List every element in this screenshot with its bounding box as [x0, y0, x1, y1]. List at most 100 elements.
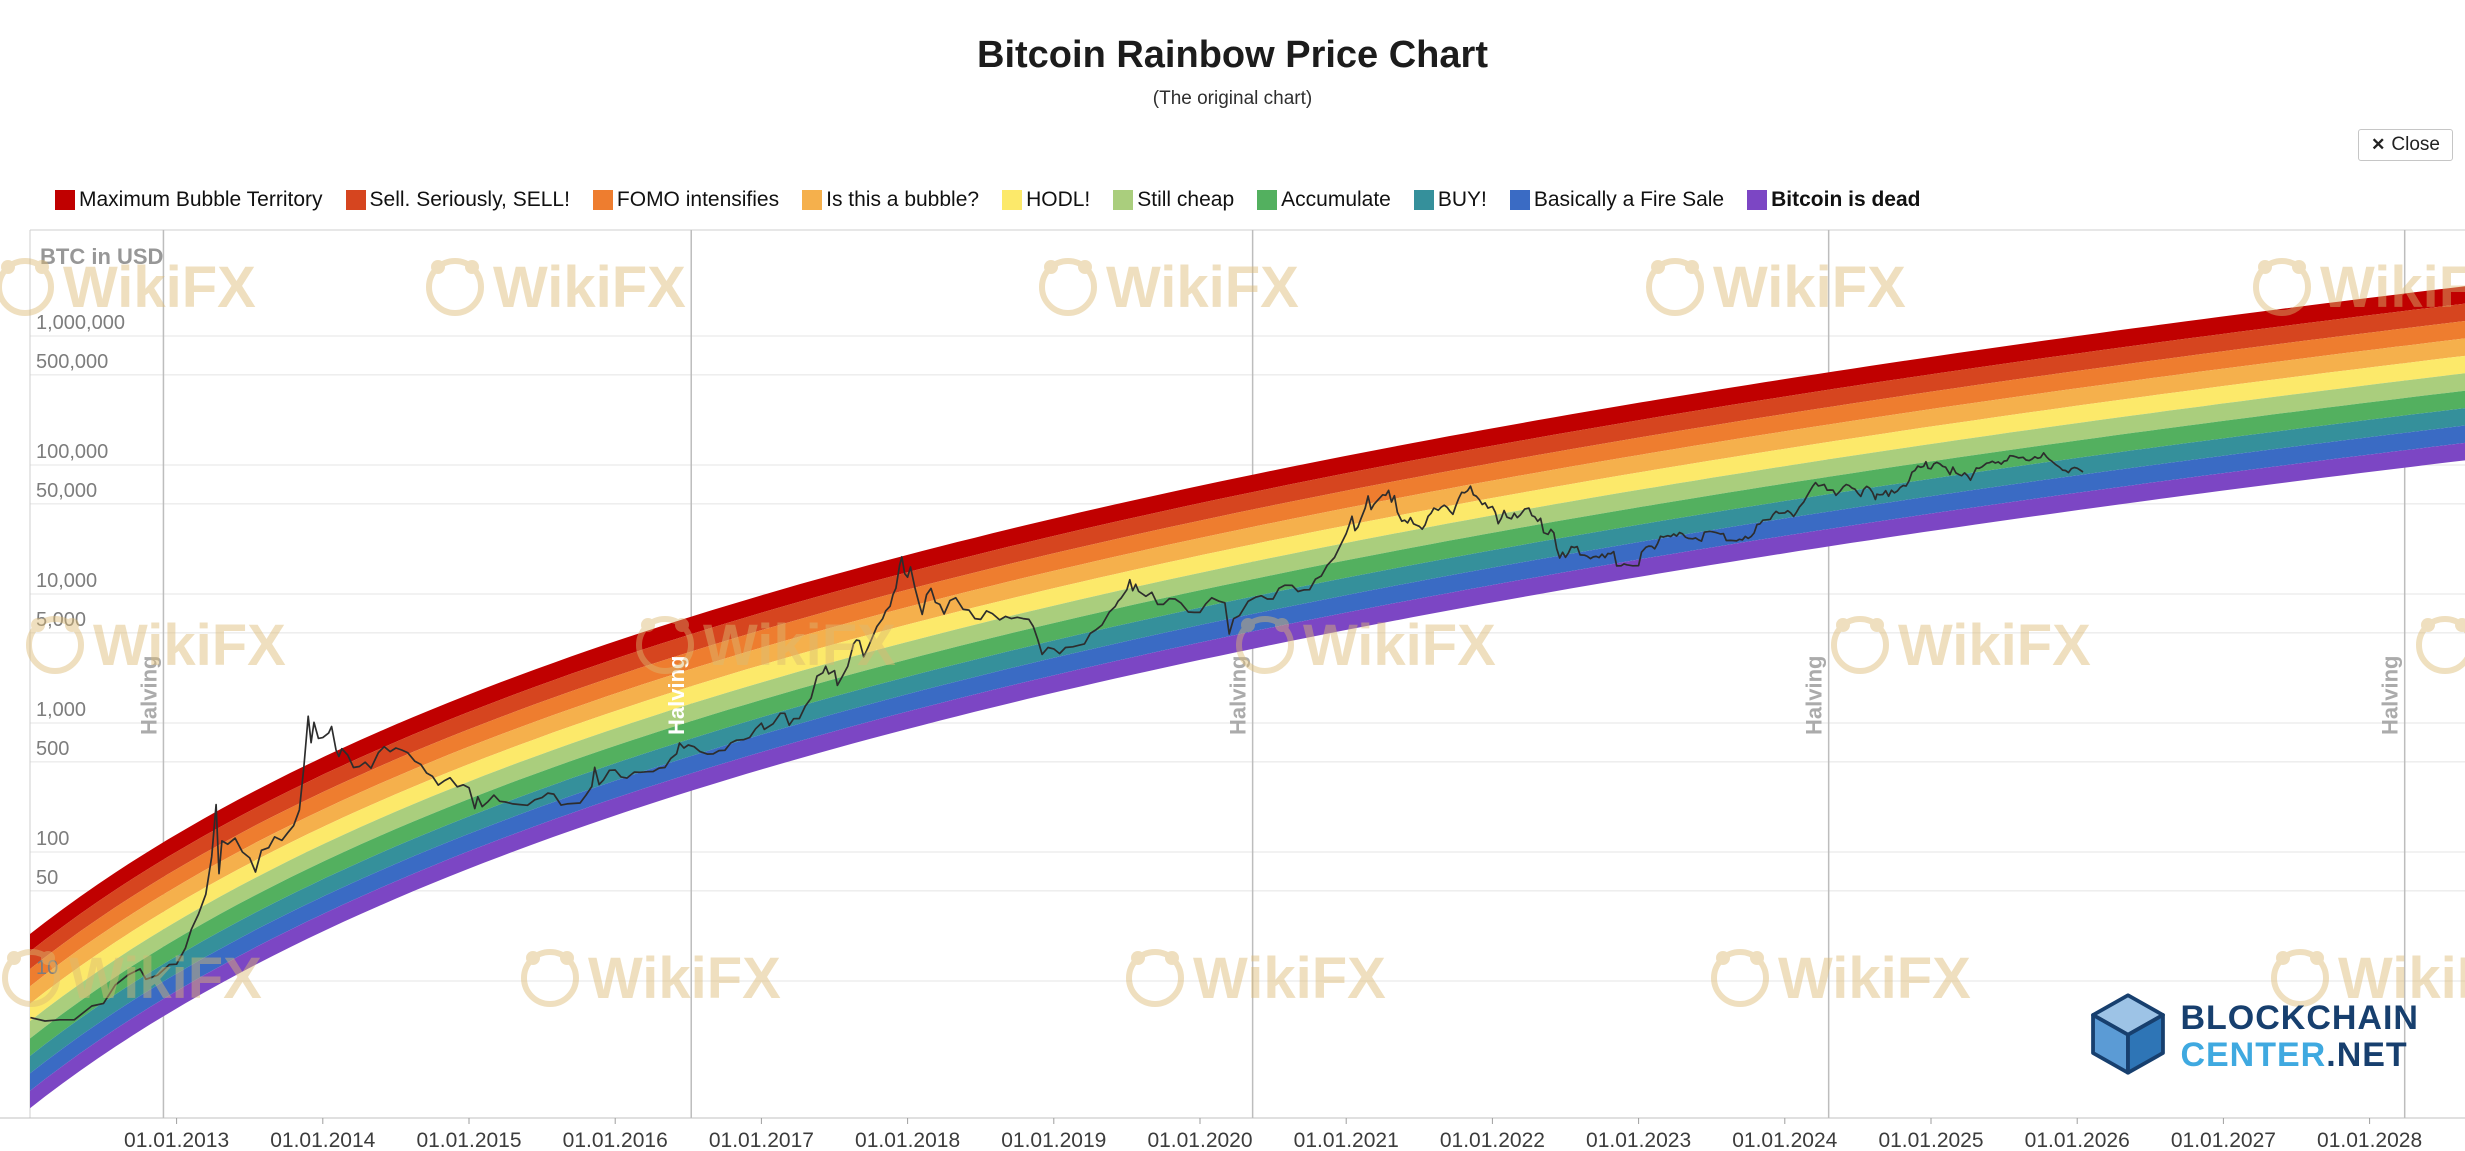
- x-axis-label: 01.01.2027: [2171, 1129, 2276, 1151]
- wikifx-watermark-text: WikiFX: [1778, 946, 1971, 1011]
- wikifx-watermark: WikiFX: [521, 946, 781, 1011]
- legend-swatch: [1509, 190, 1530, 210]
- wikifx-logo-icon: [426, 258, 484, 316]
- x-axis-label: 01.01.2013: [124, 1129, 229, 1151]
- wikifx-watermark: WikiFX: [2, 946, 262, 1011]
- x-axis-label: 01.01.2016: [563, 1129, 668, 1151]
- x-axis-label: 01.01.2021: [1294, 1129, 1399, 1151]
- y-axis-label: 500: [36, 738, 69, 760]
- y-axis-label: 500,000: [36, 351, 108, 373]
- y-axis-label: 100: [36, 828, 69, 850]
- wikifx-watermark: WikiFX: [2271, 946, 2465, 1011]
- chart-legend: Maximum Bubble Territory Sell. Seriously,…: [55, 188, 1920, 212]
- legend-label: Bitcoin is dead: [1771, 188, 1921, 211]
- legend-label: Maximum Bubble Territory: [79, 188, 323, 211]
- close-label: Close: [2391, 134, 2440, 155]
- wikifx-logo-icon: [1039, 258, 1097, 316]
- legend-item: FOMO intensifies: [592, 188, 779, 212]
- halving-label: Halving: [1226, 656, 1251, 735]
- y-axis-label: 50: [36, 867, 58, 889]
- logo-line1: BLOCKCHAIN: [2180, 998, 2419, 1037]
- wikifx-watermark-text: WikiFX: [1898, 613, 2091, 678]
- legend-swatch: [1413, 190, 1434, 210]
- page-title: Bitcoin Rainbow Price Chart: [977, 34, 1488, 76]
- wikifx-logo-icon: [2416, 616, 2465, 674]
- cube-icon: [2090, 992, 2166, 1081]
- wikifx-logo-icon: [2253, 258, 2311, 316]
- wikifx-logo-icon: [26, 616, 84, 674]
- legend-swatch: [1002, 190, 1023, 210]
- x-axis-label: 01.01.2024: [1732, 1129, 1837, 1151]
- halving-label: Halving: [136, 656, 161, 735]
- wikifx-watermark: WikiFX: [1831, 613, 2091, 678]
- x-axis-label: 01.01.2018: [855, 1129, 960, 1151]
- x-axis-label: 01.01.2019: [1001, 1129, 1106, 1151]
- wikifx-watermark-text: WikiFX: [588, 946, 781, 1011]
- y-axis-label: 10: [36, 957, 58, 979]
- y-axis-labels: 1,000,000 500,000 100,000 50,000 10,000 5,000…: [36, 312, 125, 979]
- wikifx-watermark: WikiFX: [1646, 255, 1906, 320]
- legend-label: Basically a Fire Sale: [1533, 188, 1725, 211]
- legend-swatch: [1747, 190, 1768, 210]
- halving-label: Halving: [664, 656, 689, 735]
- x-axis-label: 01.01.2017: [709, 1129, 814, 1151]
- wikifx-watermarks: WikiFX WikiFX WikiFX WikiFX WikiFX WikiFX Wiki…: [0, 255, 2465, 1011]
- legend-item: Accumulate: [1257, 188, 1391, 212]
- wikifx-watermark-text: WikiFX: [703, 613, 896, 678]
- x-axis-label: 01.01.2023: [1586, 1129, 1691, 1151]
- close-button[interactable]: ✕ Close: [2358, 129, 2453, 161]
- legend-item: Basically a Fire Sale: [1509, 188, 1725, 212]
- logo-line2-center: CENTER: [2180, 1035, 2327, 1074]
- price-series: [30, 452, 2084, 1022]
- halving-label: Halving: [1802, 656, 1827, 735]
- wikifx-logo-icon: [2271, 949, 2329, 1007]
- wikifx-watermark-text: WikiFX: [63, 255, 256, 320]
- page-subtitle: (The original chart): [1152, 88, 1313, 109]
- halving-label: Halving: [2378, 656, 2403, 735]
- wikifx-watermark-text: WikiFX: [69, 946, 262, 1011]
- wikifx-logo-icon: [2, 949, 60, 1007]
- x-axis-label: 01.01.2015: [416, 1129, 521, 1151]
- wikifx-watermark-text: WikiFX: [2320, 255, 2465, 320]
- wikifx-watermark: WikiFX: [1236, 613, 1496, 678]
- wikifx-watermark-text: WikiFX: [493, 255, 686, 320]
- wikifx-watermark: WikiFX: [2253, 255, 2465, 320]
- legend-label: BUY!: [1437, 188, 1487, 211]
- wikifx-logo-icon: [1126, 949, 1184, 1007]
- legend-label: HODL!: [1026, 188, 1091, 211]
- legend-label: Still cheap: [1137, 188, 1235, 211]
- wikifx-logo-icon: [636, 616, 694, 674]
- blockchaincenter-wordmark: BLOCKCHAIN CENTER.NET: [2180, 998, 2419, 1074]
- wikifx-watermark-text: WikiFX: [1193, 946, 1386, 1011]
- legend-swatch: [1113, 190, 1134, 210]
- y-axis-label: 10,000: [36, 570, 97, 592]
- x-axis-label: 01.01.2020: [1147, 1129, 1252, 1151]
- legend-item: Sell. Seriously, SELL!: [345, 188, 570, 212]
- btc-price-line: [30, 452, 2084, 1022]
- y-axis-title: BTC in USD: [40, 244, 163, 269]
- legend-swatch: [802, 190, 823, 210]
- wikifx-logo-icon: [1831, 616, 1889, 674]
- wikifx-watermark-text: WikiFX: [1303, 613, 1496, 678]
- legend-swatch: [592, 190, 613, 210]
- wikifx-logo-icon: [0, 258, 54, 316]
- wikifx-watermark: WikiFX: [636, 613, 896, 678]
- wikifx-watermark-text: WikiFX: [1106, 255, 1299, 320]
- legend-swatch: [1257, 190, 1278, 210]
- legend-label: Accumulate: [1281, 188, 1391, 211]
- legend-item: Maximum Bubble Territory: [55, 188, 323, 212]
- y-axis-label: 1,000,000: [36, 312, 125, 334]
- wikifx-watermark: WikiFX: [1711, 946, 1971, 1011]
- wikifx-logo-icon: [1236, 616, 1294, 674]
- x-axis-label: 01.01.2028: [2317, 1129, 2422, 1151]
- wikifx-watermark-text: WikiFX: [1713, 255, 1906, 320]
- wikifx-watermark: WikiFX: [2416, 616, 2465, 674]
- legend-label: Sell. Seriously, SELL!: [369, 188, 570, 211]
- close-icon: ✕: [2371, 135, 2386, 154]
- legend-item: BUY!: [1413, 188, 1487, 212]
- x-axis-label: 01.01.2025: [1878, 1129, 1983, 1151]
- wikifx-logo-icon: [1646, 258, 1704, 316]
- wikifx-watermark-text: WikiFX: [2338, 946, 2465, 1011]
